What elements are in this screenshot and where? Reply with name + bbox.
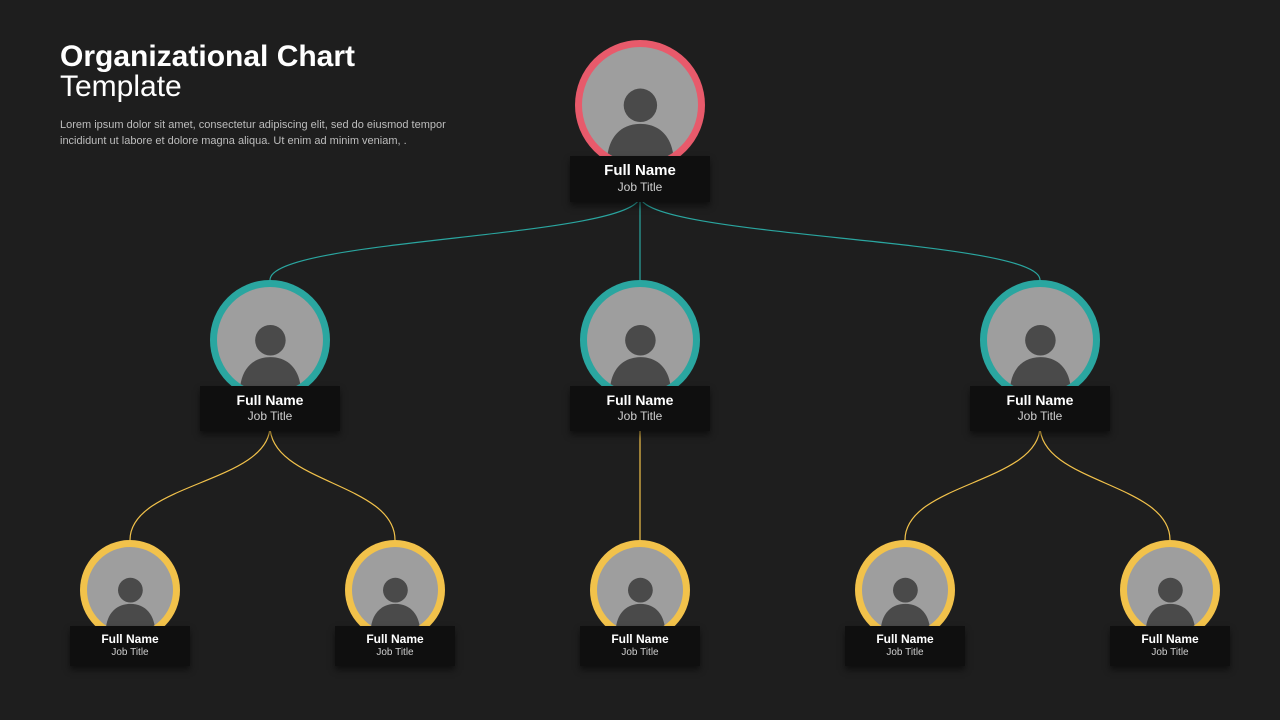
node-name: Full Name: [598, 632, 682, 646]
header-block: Organizational Chart Template Lorem ipsu…: [60, 40, 460, 150]
node-title: Job Title: [218, 409, 322, 423]
node-label-box: Full NameJob Title: [70, 626, 190, 666]
node-name: Full Name: [353, 632, 437, 646]
connector-ceo-m1: [270, 196, 640, 280]
avatar-ring: [575, 40, 705, 170]
avatar-ring: [980, 280, 1100, 400]
avatar-placeholder: [352, 547, 438, 633]
connector-m3-s4: [905, 426, 1040, 540]
person-silhouette-icon: [228, 308, 313, 393]
node-title: Job Title: [88, 647, 172, 658]
page-subtitle: Lorem ipsum dolor sit amet, consectetur …: [60, 118, 460, 150]
page-title-line1: Organizational Chart: [60, 40, 460, 74]
node-name: Full Name: [988, 392, 1092, 408]
avatar-ring: [1120, 540, 1220, 640]
node-label-box: Full NameJob Title: [570, 386, 710, 431]
person-silhouette-icon: [998, 308, 1083, 393]
org-node-m3: Full NameJob Title: [960, 280, 1120, 431]
org-node-m2: Full NameJob Title: [560, 280, 720, 431]
avatar-placeholder: [217, 287, 323, 393]
avatar-ring: [580, 280, 700, 400]
org-node-s2: Full NameJob Title: [315, 540, 475, 666]
org-node-s1: Full NameJob Title: [50, 540, 210, 666]
node-label-box: Full NameJob Title: [970, 386, 1110, 431]
connector-m1-s1: [130, 426, 270, 540]
person-silhouette-icon: [606, 564, 675, 633]
node-label-box: Full NameJob Title: [570, 156, 710, 202]
node-label-box: Full NameJob Title: [580, 626, 700, 666]
node-name: Full Name: [88, 632, 172, 646]
org-node-s3: Full NameJob Title: [560, 540, 720, 666]
person-silhouette-icon: [871, 564, 940, 633]
org-node-s5: Full NameJob Title: [1090, 540, 1250, 666]
avatar-ring: [590, 540, 690, 640]
person-silhouette-icon: [594, 70, 687, 163]
person-silhouette-icon: [96, 564, 165, 633]
avatar-placeholder: [987, 287, 1093, 393]
org-node-m1: Full NameJob Title: [190, 280, 350, 431]
node-name: Full Name: [1128, 632, 1212, 646]
avatar-ring: [210, 280, 330, 400]
node-title: Job Title: [1128, 647, 1212, 658]
node-name: Full Name: [588, 162, 692, 179]
connector-m1-s2: [270, 426, 395, 540]
org-node-s4: Full NameJob Title: [825, 540, 985, 666]
node-title: Job Title: [863, 647, 947, 658]
node-label-box: Full NameJob Title: [335, 626, 455, 666]
node-title: Job Title: [353, 647, 437, 658]
avatar-placeholder: [582, 47, 698, 163]
avatar-ring: [80, 540, 180, 640]
org-chart-canvas: Organizational Chart Template Lorem ipsu…: [0, 0, 1280, 720]
node-title: Job Title: [598, 647, 682, 658]
org-node-ceo: Full NameJob Title: [560, 40, 720, 202]
person-silhouette-icon: [1136, 564, 1205, 633]
connector-ceo-m3: [640, 196, 1040, 280]
avatar-ring: [345, 540, 445, 640]
node-title: Job Title: [588, 409, 692, 423]
node-name: Full Name: [218, 392, 322, 408]
node-label-box: Full NameJob Title: [200, 386, 340, 431]
page-title-line2: Template: [60, 70, 460, 104]
avatar-placeholder: [1127, 547, 1213, 633]
avatar-placeholder: [587, 287, 693, 393]
connector-m3-s5: [1040, 426, 1170, 540]
avatar-placeholder: [862, 547, 948, 633]
node-name: Full Name: [588, 392, 692, 408]
node-title: Job Title: [988, 409, 1092, 423]
avatar-placeholder: [597, 547, 683, 633]
node-name: Full Name: [863, 632, 947, 646]
node-label-box: Full NameJob Title: [1110, 626, 1230, 666]
avatar-placeholder: [87, 547, 173, 633]
node-label-box: Full NameJob Title: [845, 626, 965, 666]
person-silhouette-icon: [361, 564, 430, 633]
person-silhouette-icon: [598, 308, 683, 393]
node-title: Job Title: [588, 180, 692, 194]
avatar-ring: [855, 540, 955, 640]
